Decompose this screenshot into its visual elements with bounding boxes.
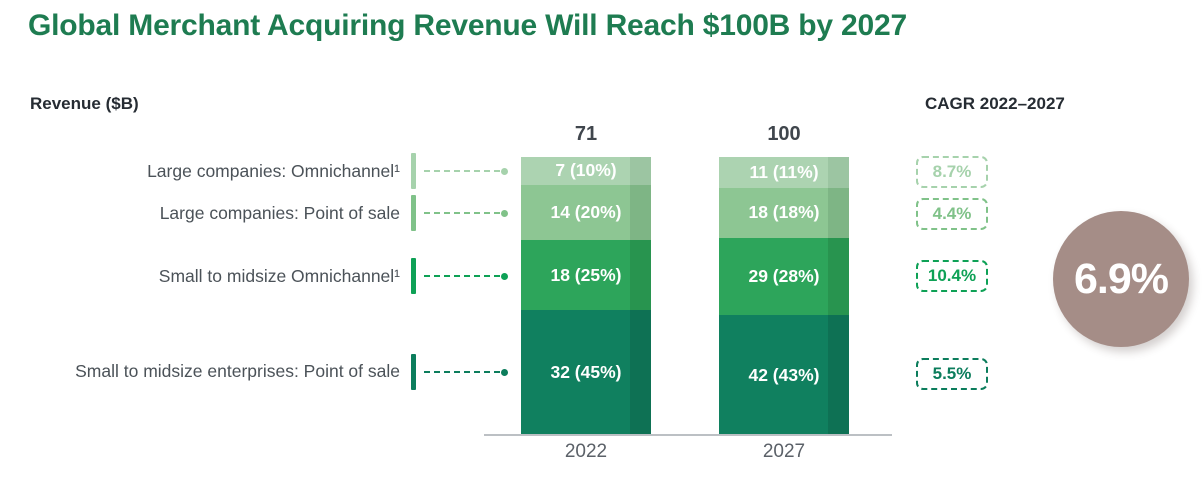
series-label-smb-pos: Small to midsize enterprises: Point of s… [75,361,400,381]
cagr-badge-large-omnichannel: 8.7% [916,156,988,188]
leader-line [424,212,500,214]
bar-segment-smb-omnichannel: 18 (25%) [521,240,651,310]
bar-total-2027: 100 [767,123,801,145]
series-swatch [411,195,416,231]
bar-segment-smb-omnichannel: 29 (28%) [719,237,849,316]
cagr-badge-large-pos: 4.4% [916,198,988,230]
leader-dot [501,369,508,376]
stacked-bar-2027: 11 (11%) 18 (18%) 29 (28%) 42 (43%) [719,157,849,435]
segment-value-label: 29 (28%) [748,266,820,287]
segment-value-label: 42 (43%) [748,364,820,385]
x-tick-2022: 2022 [564,441,608,462]
bar-total-2022: 71 [574,123,598,145]
series-label-large-omnichannel: Large companies: Omnichannel¹ [147,161,400,181]
leader-line [424,170,500,172]
leader-line [424,371,500,373]
leader-dot [501,210,508,217]
series-label-smb-omnichannel: Small to midsize Omnichannel¹ [158,266,400,286]
segment-value-label: 7 (10%) [555,160,617,181]
segment-value-label: 18 (18%) [748,202,820,223]
bar-segment-smb-pos: 42 (43%) [719,315,849,435]
segment-value-label: 14 (20%) [550,202,622,223]
stacked-bar-2022: 7 (10%) 14 (20%) 18 (25%) 32 (45%) [521,157,651,435]
series-swatch [411,153,416,189]
leader-line [424,275,500,277]
segment-value-label: 11 (11%) [749,161,819,182]
page-title: Global Merchant Acquiring Revenue Will R… [28,9,907,42]
series-swatch [411,258,416,294]
bar-segment-large-pos: 14 (20%) [521,184,651,241]
leader-dot [501,273,508,280]
total-cagr-value: 6.9% [1073,254,1169,303]
cagr-badge-smb-omnichannel: 10.4% [916,260,988,292]
cagr-column-header: CAGR 2022–2027 [925,94,1065,113]
bar-segment-large-omnichannel: 7 (10%) [521,157,651,185]
leader-dot [501,168,508,175]
total-cagr-badge: 6.9% [1053,211,1189,347]
segment-value-label: 18 (25%) [550,264,622,285]
x-axis-line [484,434,892,436]
bar-segment-large-pos: 18 (18%) [719,187,849,238]
bar-segment-smb-pos: 32 (45%) [521,309,651,435]
cagr-badge-smb-pos: 5.5% [916,358,988,390]
bar-segment-large-omnichannel: 11 (11%) [719,157,849,188]
series-swatch [411,354,416,390]
segment-value-label: 32 (45%) [550,361,622,382]
series-label-large-pos: Large companies: Point of sale [159,203,400,223]
revenue-axis-header: Revenue ($B) [30,94,139,113]
x-tick-2027: 2027 [762,441,806,462]
